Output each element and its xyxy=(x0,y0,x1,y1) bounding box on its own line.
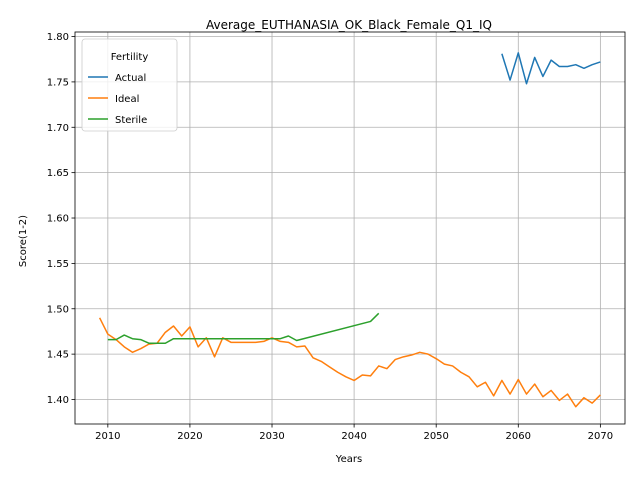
y-tick-label: 1.50 xyxy=(47,304,69,315)
x-axis-label: Years xyxy=(335,454,362,465)
x-tick-label: 2030 xyxy=(259,431,284,442)
x-tick-label: 2040 xyxy=(341,431,366,442)
legend-label-sterile: Sterile xyxy=(115,115,147,126)
series-line-ideal xyxy=(98,317,601,408)
legend-label-actual: Actual xyxy=(115,73,146,84)
y-tick-label: 1.75 xyxy=(47,77,69,88)
x-tick-label: 2020 xyxy=(177,431,202,442)
legend-label-ideal: Ideal xyxy=(115,94,139,105)
x-tick-label: 2050 xyxy=(423,431,448,442)
x-tick-label: 2010 xyxy=(95,431,120,442)
legend-box xyxy=(81,38,178,132)
series-line-actual xyxy=(501,52,601,85)
y-axis-label: Score(1-2) xyxy=(18,215,29,267)
y-tick-label: 1.55 xyxy=(47,259,69,270)
chart-title: Average_EUTHANASIA_OK_Black_Female_Q1_IQ xyxy=(206,18,492,32)
y-tick-label: 1.40 xyxy=(47,395,69,406)
legend-title: Fertility xyxy=(111,52,149,63)
y-tick-label: 1.45 xyxy=(47,350,69,361)
series-layer xyxy=(98,52,601,408)
legend: Fertility Actual Ideal Sterile xyxy=(81,38,178,132)
grid xyxy=(75,32,625,424)
plot-frame xyxy=(74,31,626,425)
x-tick-label: 2070 xyxy=(588,431,613,442)
ticks: 2010 2020 2030 2040 2050 2060 2070 1.40 1.45 1.50… xyxy=(47,32,613,442)
series-line-sterile xyxy=(107,312,380,344)
y-tick-label: 1.80 xyxy=(47,32,69,43)
y-tick-label: 1.60 xyxy=(47,214,69,225)
x-tick-label: 2060 xyxy=(506,431,531,442)
y-tick-label: 1.65 xyxy=(47,168,69,179)
y-tick-label: 1.70 xyxy=(47,123,69,134)
